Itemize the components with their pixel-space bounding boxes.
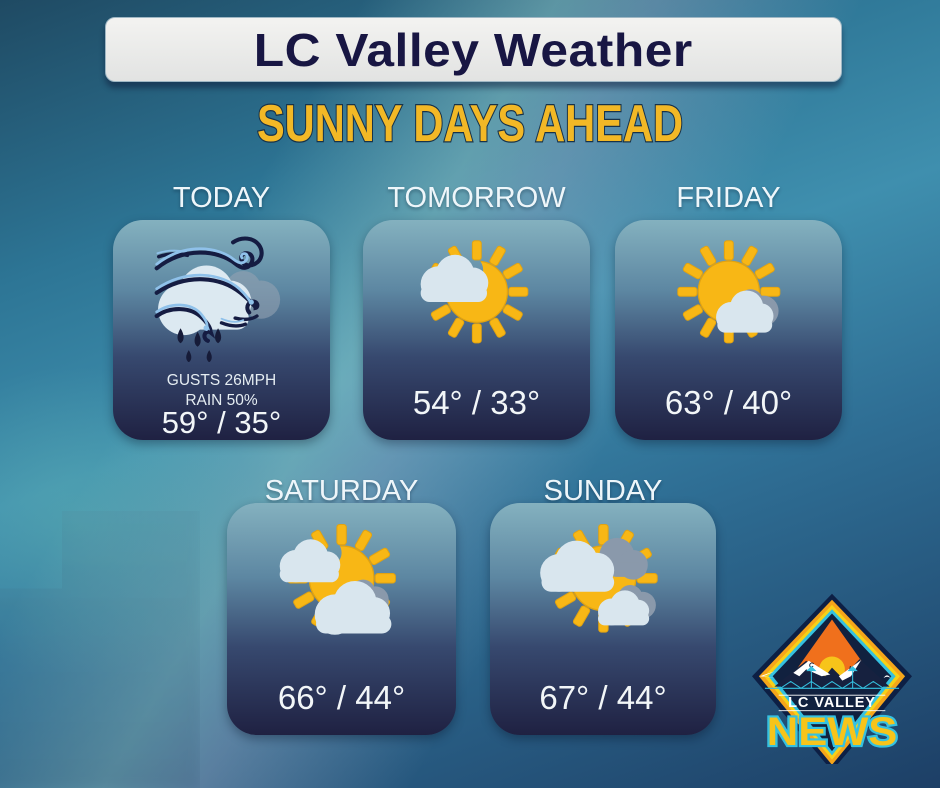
svg-text:NEWS: NEWS	[767, 709, 898, 754]
